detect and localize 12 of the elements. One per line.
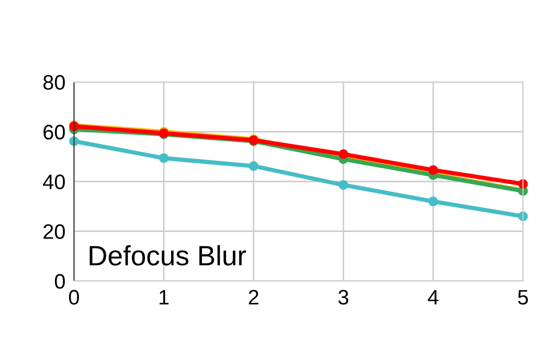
y-tick-label: 0: [54, 274, 65, 289]
x-tick-label: 4: [428, 290, 438, 304]
y-tick-label: 60: [44, 124, 65, 140]
x-tick-label: 1: [160, 290, 169, 304]
y-tick-label: 80: [43, 75, 65, 90]
x-tick-label: 3: [338, 290, 348, 305]
x-tick-label: 2: [248, 290, 258, 304]
x-tick-label: 5: [518, 290, 528, 305]
y-tick-label: 40: [42, 174, 65, 190]
x-tick-label: 0: [69, 290, 79, 305]
annotation: Defocus Blur: [90, 245, 246, 266]
y-tick-label: 20: [44, 224, 65, 240]
